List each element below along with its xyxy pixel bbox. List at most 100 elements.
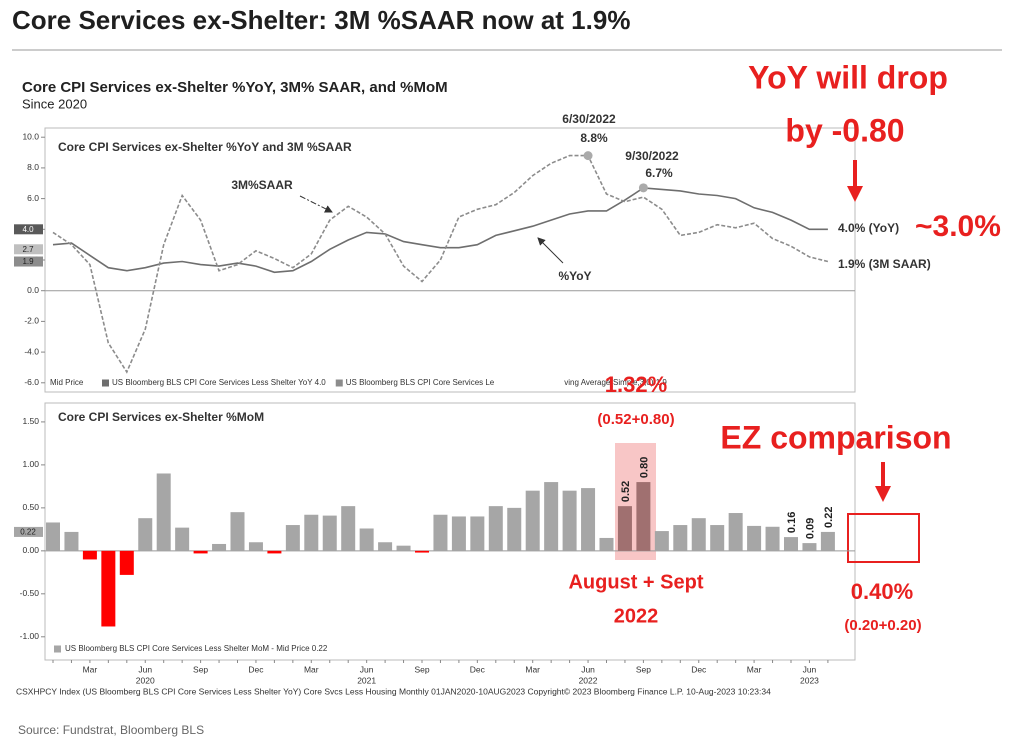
x-tick-label: Jun (138, 664, 152, 674)
x-tick-label: Dec (470, 664, 486, 674)
axis-tag (14, 256, 43, 267)
bar (193, 550, 208, 554)
annotation-dot (583, 151, 593, 161)
legend-text: US Bloomberg BLS CPI Core Services Less … (112, 378, 326, 387)
bar (617, 506, 632, 551)
x-tick-label: Jun (803, 664, 817, 674)
annotation: 3M%SAAR (231, 178, 293, 192)
annotation: 8.8% (580, 131, 608, 145)
y-tick-label: 1.00 (22, 459, 39, 469)
x-tick-label: Jun (360, 664, 374, 674)
y-tick-label: 6.0 (27, 193, 39, 203)
ez-box (847, 513, 920, 563)
annotation: 9/30/2022 (625, 149, 679, 163)
value-label: 0.16 (786, 512, 798, 533)
callout: (0.52+0.80) (597, 411, 674, 428)
bar (599, 537, 614, 551)
axis-tag-label: 4.0 (22, 225, 34, 234)
bar (248, 542, 263, 551)
value-label: 0.52 (620, 481, 632, 502)
x-tick-label: Sep (636, 664, 651, 674)
callout: EZ comparison (720, 419, 951, 455)
annotation: 6/30/2022 (562, 112, 616, 126)
footer: CSXHPCY Index (US Bloomberg BLS CPI Core… (16, 686, 771, 696)
y-tick-label: 0.50 (22, 502, 39, 512)
legend-swatch (54, 645, 61, 653)
bar (525, 490, 540, 551)
bar (451, 516, 466, 551)
arrow (537, 237, 564, 264)
x-tick-label: Mar (304, 664, 319, 674)
bar (230, 512, 245, 551)
bar (820, 531, 835, 551)
bar (101, 550, 116, 627)
bar (378, 542, 393, 551)
x-tick-label: Dec (691, 664, 707, 674)
panel-title: Core CPI Services ex-Shelter %YoY and 3M… (58, 140, 352, 154)
bar (636, 482, 651, 551)
x-year-label: 2021 (357, 675, 376, 685)
bar (212, 543, 227, 551)
legend-text: US Bloomberg BLS CPI Core Services Le (346, 378, 495, 387)
bar (396, 545, 411, 551)
x-year-label: 2023 (800, 675, 819, 685)
callout: (0.20+0.20) (844, 617, 921, 634)
annotation: 6.7% (645, 166, 673, 180)
callout: 1.32% (605, 372, 667, 397)
bar (802, 543, 817, 551)
legend-text: Mid Price (50, 378, 84, 387)
bar (784, 537, 798, 551)
bar (341, 506, 356, 551)
plot: -6.0-4.0-2.00.02.04.06.08.010.04.02.71.9… (14, 131, 855, 685)
y-tick-label: -0.50 (20, 588, 40, 598)
value-label: 0.22 (823, 507, 835, 528)
x-tick-label: Mar (747, 664, 762, 674)
bottom-panel (44, 402, 856, 661)
x-tick-label: Jun (581, 664, 595, 674)
y-tick-label: 10.0 (22, 131, 39, 141)
bar (710, 525, 725, 551)
axis-tag (14, 244, 43, 255)
legend-swatch (335, 379, 343, 387)
bar (488, 506, 503, 551)
x-tick-label: Sep (193, 664, 208, 674)
axis-tag (14, 526, 43, 537)
legend-swatch (102, 379, 109, 387)
bar (138, 518, 153, 551)
y-tick-label: -6.0 (24, 377, 39, 387)
panel-title: Core CPI Services ex-Shelter %MoM (58, 410, 264, 424)
callout: 2022 (614, 605, 659, 627)
x-tick-label: Mar (83, 664, 98, 674)
bar (304, 514, 319, 551)
bar (46, 522, 60, 551)
bar (156, 473, 171, 551)
bar (544, 482, 559, 551)
bar (507, 507, 522, 551)
callout: 0.40% (851, 579, 913, 604)
y-tick-label: 0.0 (27, 285, 39, 295)
value-label: 0.09 (804, 518, 816, 539)
x-tick-label: Mar (525, 664, 540, 674)
axis-tag-label: 0.22 (20, 528, 36, 537)
bar (285, 525, 300, 551)
bar (359, 528, 374, 551)
series-line (52, 154, 829, 374)
y-tick-label: -4.0 (24, 346, 39, 356)
bar (322, 515, 337, 551)
chart-header: Core CPI Services ex-Shelter %YoY, 3M% S… (22, 79, 448, 96)
value-label: 0.80 (638, 457, 650, 478)
axis-tag (14, 224, 43, 235)
axis-tag-label: 2.7 (22, 245, 34, 254)
bar (415, 550, 429, 553)
series-line (52, 187, 828, 274)
callout: by -0.80 (785, 112, 904, 148)
top-panel (44, 127, 856, 393)
annotation: 1.9% (3M SAAR) (838, 257, 931, 271)
bar (433, 514, 448, 551)
x-tick-label: Dec (248, 664, 264, 674)
page-title: Core Services ex-Shelter: 3M %SAAR now a… (12, 5, 630, 35)
chart-subheader: Since 2020 (22, 96, 87, 111)
callout: August + Sept (568, 571, 703, 593)
bar (728, 513, 743, 551)
